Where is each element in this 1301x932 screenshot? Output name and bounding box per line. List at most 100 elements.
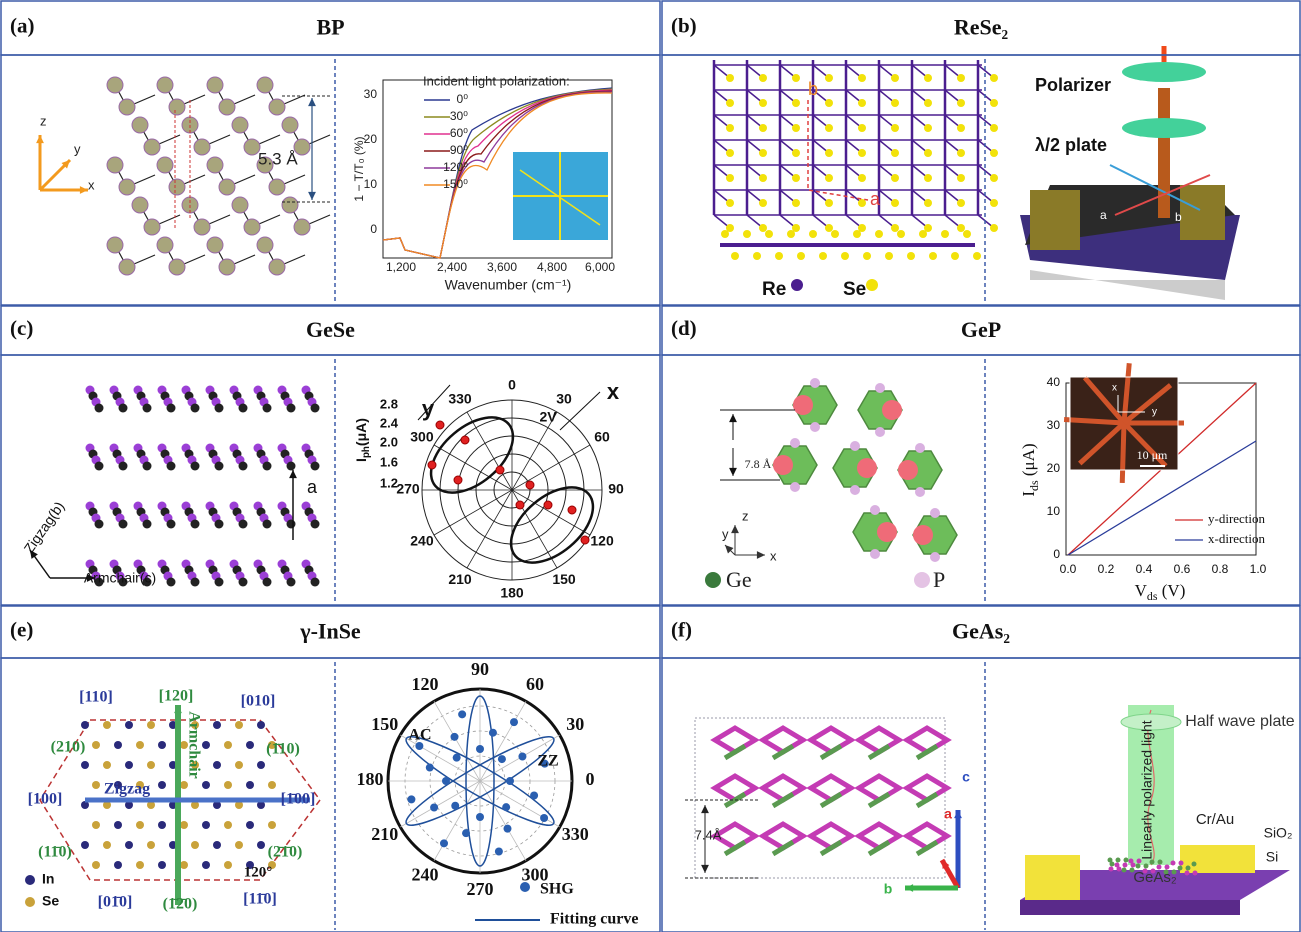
atom <box>1122 862 1128 868</box>
atom <box>450 732 459 741</box>
atom <box>246 741 254 749</box>
atom <box>114 781 122 789</box>
shape <box>771 791 795 809</box>
atom <box>792 174 800 182</box>
label: 10 <box>1047 504 1061 518</box>
label: b <box>808 79 818 99</box>
atom <box>202 741 210 749</box>
atom <box>125 721 133 729</box>
label: (2̄1̄0) <box>268 844 303 861</box>
label: [01̄0] <box>98 894 133 911</box>
label-part: ds <box>1027 480 1041 491</box>
atom <box>790 482 800 492</box>
shape <box>758 821 808 851</box>
atom <box>825 99 833 107</box>
atom <box>257 721 265 729</box>
label: 4,800 <box>537 260 567 274</box>
atom <box>415 742 424 750</box>
atom <box>914 572 930 588</box>
atom <box>286 461 296 471</box>
petal <box>405 736 555 826</box>
atom <box>858 174 866 182</box>
atom <box>825 174 833 182</box>
label: 10 μm <box>1137 448 1168 462</box>
label: AC <box>408 727 431 744</box>
atom <box>957 224 965 232</box>
atom <box>1191 861 1197 867</box>
atom <box>190 403 200 413</box>
atom <box>1114 862 1120 868</box>
atom <box>1129 867 1135 873</box>
atom <box>759 149 767 157</box>
atom <box>25 875 35 885</box>
atom <box>875 230 883 238</box>
shape <box>86 574 95 582</box>
atom <box>81 841 89 849</box>
atom <box>118 258 136 276</box>
atom <box>206 156 224 174</box>
label: y-direction <box>1208 511 1266 526</box>
atom <box>224 741 232 749</box>
label: 210 <box>371 824 398 844</box>
atom <box>990 149 998 157</box>
atom <box>792 149 800 157</box>
label: In <box>42 871 54 887</box>
atom <box>125 841 133 849</box>
label: 10 <box>364 177 378 191</box>
label: Vds (V) <box>1135 581 1186 603</box>
atom <box>1142 868 1148 874</box>
label: y <box>74 141 81 156</box>
shape <box>382 92 613 259</box>
atom <box>158 821 166 829</box>
shape <box>289 470 297 479</box>
atom <box>114 741 122 749</box>
atom <box>147 841 155 849</box>
atom <box>1163 869 1169 875</box>
label: 30 <box>364 87 378 101</box>
atom <box>136 781 144 789</box>
label: Linearly polarized light <box>1139 720 1155 859</box>
atom <box>759 99 767 107</box>
stroke <box>417 384 451 421</box>
panel-frame <box>661 54 1301 306</box>
atom <box>202 861 210 869</box>
atom <box>92 741 100 749</box>
atom <box>103 841 111 849</box>
label: Cr/Au <box>1196 811 1234 828</box>
shape <box>729 467 737 476</box>
atom <box>246 781 254 789</box>
atom <box>790 438 800 448</box>
label: 330 <box>448 391 472 407</box>
shape <box>807 100 869 201</box>
atom <box>731 252 739 260</box>
atom <box>118 98 136 116</box>
atom <box>238 403 248 413</box>
label: 150⁰ <box>443 177 468 191</box>
label: 1.0 <box>1250 562 1267 576</box>
atom <box>103 761 111 769</box>
lobe <box>429 416 515 494</box>
label: P <box>933 567 945 592</box>
atom <box>957 124 965 132</box>
atom <box>114 821 122 829</box>
atom <box>792 124 800 132</box>
atom <box>191 801 199 809</box>
atom <box>214 403 224 413</box>
label: 90 <box>608 481 624 497</box>
atom <box>281 116 299 134</box>
panel-title: ReSe₂ <box>954 15 1009 40</box>
atom <box>518 752 527 761</box>
label: 40 <box>1047 375 1061 389</box>
atom <box>268 861 276 869</box>
atom <box>166 461 176 471</box>
atom <box>206 236 224 254</box>
atom <box>310 577 320 587</box>
atom <box>858 224 866 232</box>
atom <box>118 403 128 413</box>
atom <box>759 124 767 132</box>
atom <box>924 174 932 182</box>
atom <box>793 395 813 415</box>
atom <box>540 814 549 822</box>
atom <box>114 861 122 869</box>
label-part: V <box>1135 581 1148 600</box>
